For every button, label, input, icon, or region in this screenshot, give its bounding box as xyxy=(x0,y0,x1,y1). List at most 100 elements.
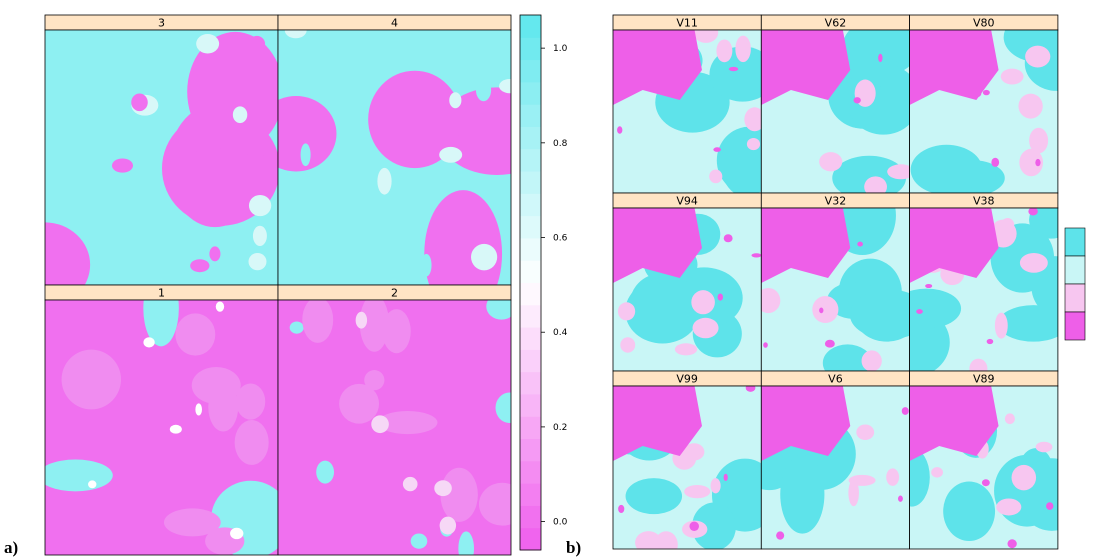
colorbar-step xyxy=(520,460,541,484)
colorbar-step xyxy=(520,304,541,328)
raster-patch xyxy=(232,106,248,124)
raster-patch xyxy=(613,208,702,283)
raster-patch xyxy=(635,531,662,549)
raster-patch xyxy=(471,243,498,271)
raster-patch xyxy=(1018,93,1043,119)
raster-patch xyxy=(931,467,943,478)
raster-patch xyxy=(1004,413,1015,425)
strip-label: V32 xyxy=(825,195,847,208)
raster-patch xyxy=(684,484,711,499)
raster-patch xyxy=(187,31,278,152)
colorbar-step xyxy=(520,59,541,83)
raster-patch xyxy=(744,107,762,132)
raster-patch xyxy=(131,93,148,112)
raster-patch xyxy=(316,460,335,484)
raster-patch xyxy=(475,78,492,102)
figure-a-label: a) xyxy=(4,538,18,557)
strip-label: 3 xyxy=(158,17,165,30)
colorbar-step xyxy=(520,327,541,350)
raster-patch xyxy=(812,296,839,324)
raster-patch xyxy=(1007,539,1017,549)
raster-patch xyxy=(761,30,851,105)
raster-patch xyxy=(887,164,910,180)
raster-patch xyxy=(674,343,698,356)
raster-patch xyxy=(864,176,887,193)
colorbar-tick-label: 0.4 xyxy=(553,328,568,338)
raster-patch xyxy=(439,146,463,163)
colorbar-step xyxy=(520,81,541,105)
raster-patch xyxy=(243,136,269,158)
raster-patch xyxy=(819,307,824,314)
raster-patch xyxy=(848,479,859,507)
raster-patch xyxy=(284,30,307,39)
raster-patch xyxy=(458,531,475,555)
strip-label: V94 xyxy=(676,195,698,208)
colorbar-tick-label: 1.0 xyxy=(553,44,568,54)
raster-patch xyxy=(617,302,636,321)
colorbar-frame xyxy=(519,14,542,551)
raster-patch xyxy=(183,150,203,173)
strip-label: V62 xyxy=(825,17,847,30)
raster-patch xyxy=(1046,502,1054,510)
strip-label: V6 xyxy=(828,373,843,386)
figure-b-label: b) xyxy=(566,538,581,557)
raster-patch xyxy=(339,383,380,424)
raster-patch xyxy=(190,259,210,273)
raster-patch xyxy=(925,283,933,289)
colorbar-tick-label: 0.2 xyxy=(553,423,567,433)
raster-patch xyxy=(819,152,843,172)
raster-patch xyxy=(449,92,462,109)
colorbar-step xyxy=(520,15,541,38)
raster-patch xyxy=(856,424,875,441)
raster xyxy=(278,30,511,285)
panel-frame xyxy=(909,385,1059,550)
raster-patch xyxy=(776,531,785,540)
colorbar-step xyxy=(520,483,541,506)
raster-patch xyxy=(981,479,990,487)
raster-patch xyxy=(312,267,331,285)
raster xyxy=(45,30,278,285)
colorbar-step xyxy=(520,393,541,417)
colorbar-step xyxy=(520,148,541,172)
raster-patch xyxy=(916,309,923,314)
raster-patch xyxy=(625,478,683,515)
raster-patch xyxy=(1035,158,1041,167)
raster xyxy=(909,30,1058,193)
raster-patch xyxy=(248,252,267,271)
raster-patch xyxy=(996,498,1022,516)
raster xyxy=(909,386,1058,549)
raster-patch xyxy=(909,208,999,283)
strip-label: 2 xyxy=(391,287,398,300)
raster xyxy=(613,208,762,371)
raster-patch xyxy=(479,482,511,526)
raster-patch xyxy=(824,339,835,348)
colorbar-step xyxy=(520,126,541,150)
raster-patch xyxy=(1000,68,1024,85)
strip-label: V99 xyxy=(676,373,698,386)
raster-patch xyxy=(620,337,636,353)
raster-patch xyxy=(143,300,179,347)
raster-patch xyxy=(710,478,721,494)
colorbar-tick-label: 0.8 xyxy=(553,139,568,149)
colorbar-step xyxy=(520,371,541,395)
colorbar-step xyxy=(520,416,541,440)
raster xyxy=(761,30,910,193)
raster-patch xyxy=(613,386,702,461)
raster xyxy=(761,386,910,549)
colorbar-step xyxy=(520,260,541,283)
raster-patch xyxy=(717,293,724,301)
raster-patch xyxy=(61,349,121,410)
raster-patch xyxy=(822,344,873,371)
raster-patch xyxy=(88,480,97,489)
raster-patch xyxy=(713,147,721,152)
raster-patch xyxy=(382,309,411,354)
raster-patch xyxy=(355,311,368,329)
raster-patch xyxy=(209,246,221,262)
raster-patch xyxy=(1029,127,1049,154)
raster-patch xyxy=(1028,208,1038,216)
raster-patch xyxy=(886,468,900,486)
colorbar-tick-label: 0.0 xyxy=(553,518,568,528)
colorbar-step xyxy=(520,237,541,261)
legend-b xyxy=(1064,227,1086,341)
